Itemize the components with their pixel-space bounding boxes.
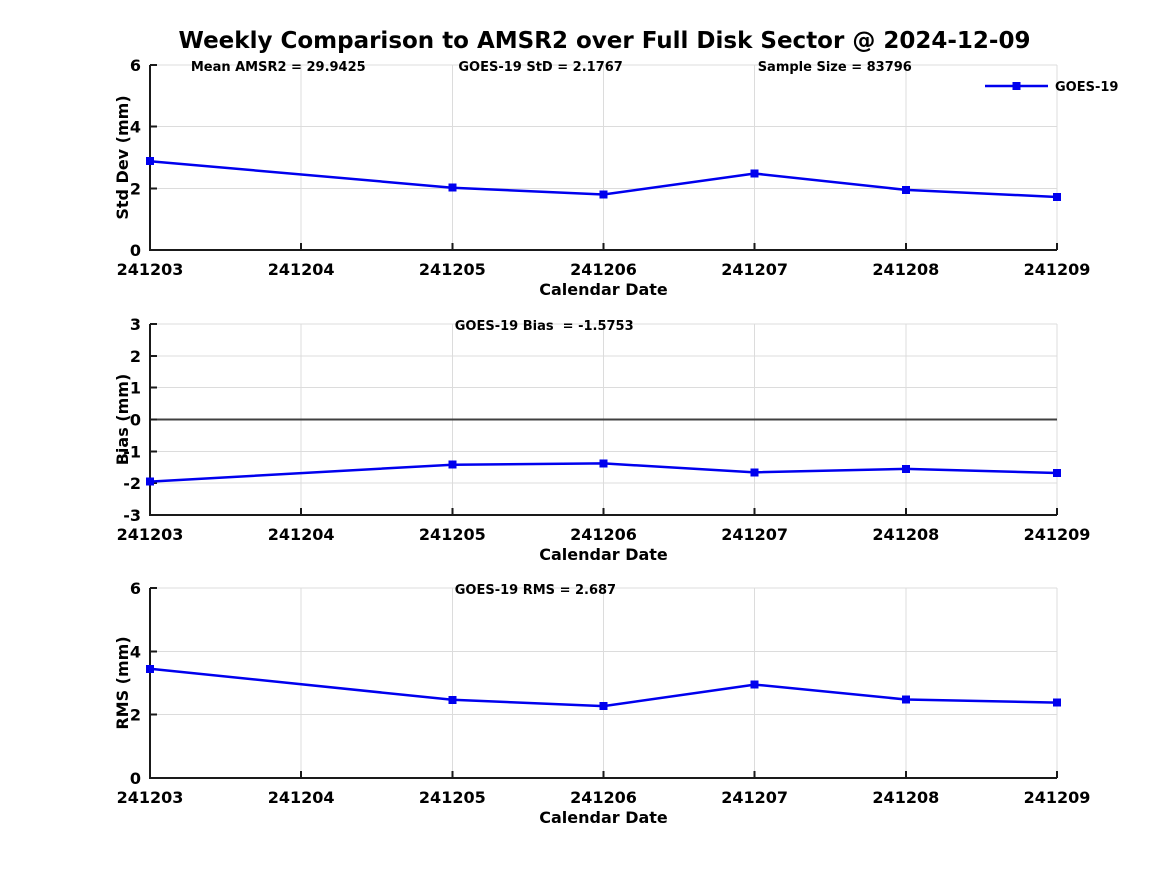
x-tick-label: 241209 <box>1024 525 1091 544</box>
bias-plot: 241203 241204 241205 241206 241207 241208 2412… <box>113 315 1090 564</box>
x-tick-label: 241205 <box>419 260 486 279</box>
x-tick-label: 241208 <box>872 788 939 807</box>
y-tick-label: -3 <box>123 506 141 525</box>
x-axis-label: Calendar Date <box>539 280 668 299</box>
x-tick-label: 241206 <box>570 260 637 279</box>
x-axis-label: Calendar Date <box>539 808 668 827</box>
y-axis-label: RMS (mm) <box>113 636 132 729</box>
y-tick-label: -1 <box>123 442 141 461</box>
series-line <box>149 667 1058 708</box>
data-point-marker <box>1053 698 1061 707</box>
y-tick-label: 0 <box>130 769 141 788</box>
x-tick-label: 241203 <box>117 525 184 544</box>
data-point-marker <box>146 477 154 486</box>
data-point-marker <box>448 183 457 192</box>
y-axis-label: Std Dev (mm) <box>113 95 132 219</box>
y-tick-label: 2 <box>130 706 141 725</box>
legend-label: GOES-19 <box>1055 80 1118 95</box>
legend-marker <box>1012 82 1021 90</box>
y-tick-label: 2 <box>130 179 141 198</box>
x-tick-label: 241206 <box>570 788 637 807</box>
y-tick-label: 4 <box>130 642 141 661</box>
x-tick-label: 241209 <box>1024 788 1091 807</box>
x-tick-label: 241203 <box>117 788 184 807</box>
data-point-marker <box>599 702 608 711</box>
data-point-marker <box>1053 468 1061 477</box>
stddev-plot: 241203 241204 241205 241206 241207 241208 2412… <box>113 56 1118 299</box>
series-line <box>149 159 1058 199</box>
x-tick-label: 241204 <box>268 525 335 544</box>
x-tick-label: 241209 <box>1024 260 1091 279</box>
y-tick-label: 0 <box>130 411 141 430</box>
x-tick-label: 241204 <box>268 260 335 279</box>
x-tick-label: 241205 <box>419 525 486 544</box>
data-point-marker <box>1053 192 1061 201</box>
x-tick-label: 241207 <box>721 525 788 544</box>
data-point-marker <box>599 190 608 199</box>
data-point-marker <box>146 664 154 673</box>
data-point-marker <box>448 460 457 469</box>
data-point-marker <box>599 459 608 468</box>
x-axis-label: Calendar Date <box>539 545 668 564</box>
stat-annotation: Sample Size = 83796 <box>758 60 912 75</box>
data-point-marker <box>901 185 910 194</box>
y-tick-label: 4 <box>130 118 141 137</box>
x-tick-label: 241207 <box>721 788 788 807</box>
series-line <box>149 462 1058 483</box>
data-point-marker <box>750 680 759 689</box>
stat-annotation: Mean AMSR2 = 29.9425 <box>191 60 366 75</box>
x-tick-label: 241206 <box>570 525 637 544</box>
y-tick-label: -2 <box>123 474 141 493</box>
x-tick-label: 241208 <box>872 260 939 279</box>
x-tick-label: 241204 <box>268 788 335 807</box>
y-tick-label: 6 <box>130 56 141 75</box>
stat-annotation: GOES-19 RMS = 2.687 <box>455 583 616 598</box>
stat-annotation: GOES-19 StD = 2.1767 <box>458 60 622 75</box>
x-tick-label: 241203 <box>117 260 184 279</box>
y-tick-label: 2 <box>130 347 141 366</box>
rms-plot: 241203 241204 241205 241206 241207 241208 2412… <box>113 579 1090 827</box>
data-point-marker <box>750 169 759 178</box>
y-tick-label: 0 <box>130 241 141 260</box>
y-tick-label: 3 <box>130 315 141 334</box>
figure-title: Weekly Comparison to AMSR2 over Full Dis… <box>178 28 1031 54</box>
x-tick-label: 241208 <box>872 525 939 544</box>
x-tick-label: 241207 <box>721 260 788 279</box>
y-tick-label: 6 <box>130 579 141 598</box>
data-point-marker <box>146 157 154 166</box>
data-point-marker <box>901 464 910 473</box>
data-point-marker <box>750 468 759 477</box>
x-tick-label: 241205 <box>419 788 486 807</box>
y-axis-label: Bias (mm) <box>113 374 132 466</box>
data-point-marker <box>448 695 457 704</box>
y-tick-label: 1 <box>130 379 141 398</box>
data-point-marker <box>901 695 910 704</box>
stat-annotation: GOES-19 Bias = -1.5753 <box>455 319 634 334</box>
